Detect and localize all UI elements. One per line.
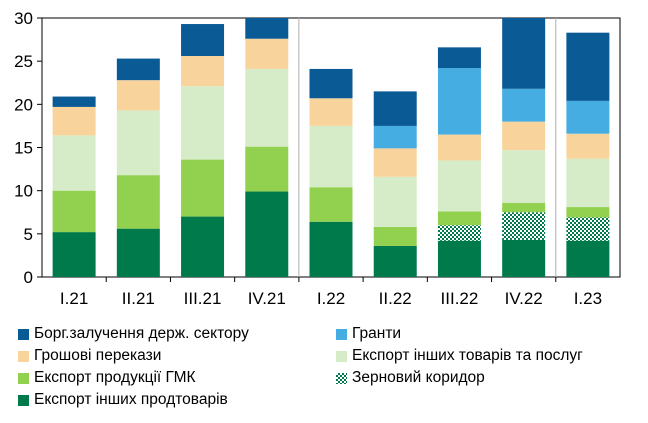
legend-swatch	[336, 372, 347, 384]
bar-segment-грошові-перекази-I-23	[566, 133, 610, 159]
bar-segment-експорт-продукції-гмк-II-22	[373, 226, 417, 246]
bar-segment-зерновий-коридор-IV-22	[502, 212, 546, 240]
legend-label: Експорт інших продтоварів	[34, 391, 228, 408]
bar-segment-експорт-продукції-гмк-II-21	[116, 175, 160, 229]
bar-segment-експорт-продукції-гмк-IV-22	[502, 202, 546, 213]
bar-segment-борг-залучення-держ-сектору-I-21	[52, 96, 96, 107]
legend-swatch	[336, 328, 347, 340]
bar-segment-грошові-перекази-II-21	[116, 80, 160, 111]
bar-segment-експорт-інших-товарів-та-послуг-III-22	[437, 160, 481, 212]
bar-segment-борг-залучення-держ-сектору-III-22	[437, 47, 481, 69]
bar-segment-гранти-III-22	[437, 68, 481, 135]
bar-segment-борг-залучення-держ-сектору-I-23	[566, 32, 610, 101]
bar-segment-експорт-інших-продтоварів-I-21	[52, 232, 96, 277]
legend-label: Експорт інших товарів та послуг	[352, 347, 583, 364]
legend: Борг.залучення держ. сектору Гранти Грошов…	[18, 323, 648, 423]
bar-segment-гранти-IV-22	[502, 88, 546, 122]
bar-segment-зерновий-коридор-I-23	[566, 217, 610, 241]
bar-segment-експорт-інших-продтоварів-IV-22	[502, 239, 546, 277]
bar-segment-експорт-продукції-гмк-I-22	[309, 187, 353, 222]
y-tick-label: 10	[14, 182, 33, 201]
bar-segment-експорт-інших-продтоварів-I-22	[309, 221, 353, 277]
bar-segment-експорт-інших-продтоварів-IV-21	[245, 191, 289, 277]
bar-segment-експорт-інших-продтоварів-I-23	[566, 240, 610, 277]
y-tick-label: 20	[14, 95, 33, 114]
bar-segment-експорт-інших-продтоварів-III-22	[437, 240, 481, 277]
bar-segment-грошові-перекази-I-21	[52, 106, 96, 136]
x-tick-label: III.21	[184, 289, 222, 308]
y-tick-label: 0	[24, 268, 33, 287]
x-tick-label: I.22	[317, 289, 345, 308]
x-tick-label: II.21	[122, 289, 155, 308]
bar-segment-експорт-інших-товарів-та-послуг-I-21	[52, 135, 96, 191]
x-tick-label: III.22	[441, 289, 479, 308]
bar-segment-грошові-перекази-III-22	[437, 134, 481, 161]
y-tick-label: 15	[14, 139, 33, 158]
bar-segment-борг-залучення-держ-сектору-II-22	[373, 91, 417, 126]
bar-segment-грошові-перекази-IV-22	[502, 121, 546, 151]
y-tick-label: 5	[24, 225, 33, 244]
bar-segment-експорт-продукції-гмк-IV-21	[245, 146, 289, 192]
bar-segment-гранти-I-23	[566, 100, 610, 134]
legend-swatch	[18, 394, 29, 406]
legend-label: Борг.залучення держ. сектору	[34, 325, 249, 342]
bar-segment-експорт-інших-товарів-та-послуг-II-21	[116, 110, 160, 176]
bar-segment-борг-залучення-держ-сектору-I-22	[309, 68, 353, 99]
y-tick-label: 30	[14, 9, 33, 28]
bar-segment-грошові-перекази-I-22	[309, 98, 353, 126]
bar-segment-борг-залучення-держ-сектору-IV-21	[245, 18, 289, 39]
bar-segment-грошові-перекази-IV-21	[245, 38, 289, 69]
legend-label: Грошові перекази	[34, 347, 162, 364]
bar-segment-борг-залучення-держ-сектору-II-21	[116, 58, 160, 81]
bar-segment-гранти-II-22	[373, 125, 417, 149]
bar-segment-експорт-інших-товарів-та-послуг-I-23	[566, 158, 610, 208]
legend-item: Зерновий коридор	[336, 367, 485, 389]
bar-segment-експорт-продукції-гмк-I-21	[52, 190, 96, 233]
legend-item: Експорт продукції ГМК	[18, 367, 196, 389]
bar-segment-експорт-продукції-гмк-III-21	[181, 159, 225, 217]
legend-item: Борг.залучення держ. сектору	[18, 323, 249, 345]
x-tick-label: IV.21	[248, 289, 286, 308]
legend-swatch	[18, 350, 29, 362]
bar-segment-експорт-інших-товарів-та-послуг-III-21	[181, 86, 225, 160]
bar-segment-експорт-продукції-гмк-I-23	[566, 207, 610, 218]
x-tick-label: I.23	[574, 289, 602, 308]
bar-segment-експорт-продукції-гмк-III-22	[437, 211, 481, 226]
x-tick-label: II.22	[379, 289, 412, 308]
legend-item: Експорт інших товарів та послуг	[336, 345, 583, 367]
bar-segment-експорт-інших-товарів-та-послуг-IV-21	[245, 68, 289, 147]
legend-label: Гранти	[352, 325, 402, 342]
legend-item: Грошові перекази	[18, 345, 161, 367]
legend-swatch	[18, 372, 29, 384]
bar-segment-експорт-інших-продтоварів-II-22	[373, 245, 417, 277]
x-tick-label: IV.22	[505, 289, 543, 308]
bar-segment-грошові-перекази-II-22	[373, 148, 417, 177]
y-tick-label: 25	[14, 52, 33, 71]
bar-segment-експорт-інших-товарів-та-послуг-IV-22	[502, 150, 546, 203]
bar-segment-борг-залучення-держ-сектору-III-21	[181, 24, 225, 56]
stacked-bar-chart: 0 5 10 15 20 25 30 I.21 II.21 III.21 IV.21 I.22 II.2…	[14, 9, 621, 308]
bar-segment-грошові-перекази-III-21	[181, 55, 225, 87]
legend-item: Гранти	[336, 323, 401, 345]
legend-swatch	[336, 350, 347, 362]
legend-item: Експорт інших продтоварів	[18, 389, 228, 411]
legend-label: Зерновий коридор	[352, 369, 485, 386]
bar-segment-експорт-інших-продтоварів-III-21	[181, 216, 225, 277]
bar-segment-зерновий-коридор-III-22	[437, 225, 481, 241]
bar-segment-експорт-інших-продтоварів-II-21	[116, 228, 160, 277]
bar-segment-експорт-інших-товарів-та-послуг-II-22	[373, 176, 417, 227]
x-tick-label: I.21	[60, 289, 88, 308]
bar-segment-борг-залучення-держ-сектору-IV-22	[502, 18, 546, 89]
legend-swatch	[18, 328, 29, 340]
legend-label: Експорт продукції ГМК	[34, 369, 196, 386]
plot-area: 0 5 10 15 20 25 30 I.21 II.21 III.21 IV.21 I.22 II.2…	[14, 9, 621, 308]
bar-segment-експорт-інших-товарів-та-послуг-I-22	[309, 125, 353, 188]
